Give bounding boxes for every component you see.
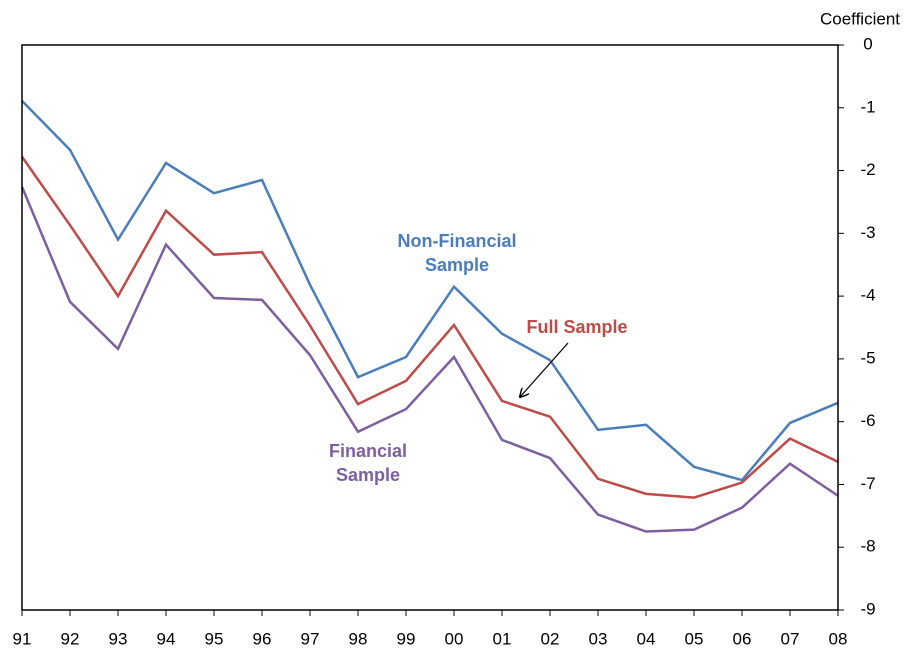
x-tick-label: 02 — [541, 629, 560, 648]
x-tick-label: 06 — [733, 629, 752, 648]
y-tick-label: -9 — [860, 599, 875, 618]
series-annotation: Financial Sample — [329, 441, 407, 485]
x-tick-label: 91 — [13, 629, 32, 648]
line-series — [20, 186, 839, 533]
y-axis-label: Coefficient — [820, 9, 900, 28]
y-tick-label: -3 — [860, 223, 875, 242]
series-annotation: Non-Financial Sample — [397, 231, 516, 275]
x-tick-label: 94 — [157, 629, 176, 648]
x-tick-label: 92 — [61, 629, 80, 648]
annotation-arrow — [520, 342, 569, 397]
series-annotation: Full Sample — [526, 317, 627, 337]
y-tick-label: -2 — [860, 160, 875, 179]
y-tick-label: 0 — [863, 34, 872, 53]
x-tick-label: 95 — [205, 629, 224, 648]
plot-frame — [21, 44, 839, 611]
x-tick-label: 98 — [349, 629, 368, 648]
y-tick-label: -5 — [860, 348, 875, 367]
x-tick-label: 04 — [637, 629, 656, 648]
x-tick-label: 97 — [301, 629, 320, 648]
x-tick-label: 01 — [493, 629, 512, 648]
x-tick-label: 07 — [781, 629, 800, 648]
line-series — [21, 99, 839, 482]
x-tick-label: 00 — [445, 629, 464, 648]
x-tick-label: 03 — [589, 629, 608, 648]
y-tick-label: -7 — [860, 474, 875, 493]
y-tick-label: -8 — [860, 537, 875, 556]
y-tick-label: -1 — [860, 97, 875, 116]
y-tick-label: -6 — [860, 411, 875, 430]
x-tick-label: 99 — [397, 629, 416, 648]
y-tick-label: -4 — [860, 286, 875, 305]
x-tick-label: 05 — [685, 629, 704, 648]
x-tick-label: 93 — [109, 629, 128, 648]
x-tick-label: 96 — [253, 629, 272, 648]
x-tick-label: 08 — [829, 629, 848, 648]
line-series — [20, 156, 839, 499]
